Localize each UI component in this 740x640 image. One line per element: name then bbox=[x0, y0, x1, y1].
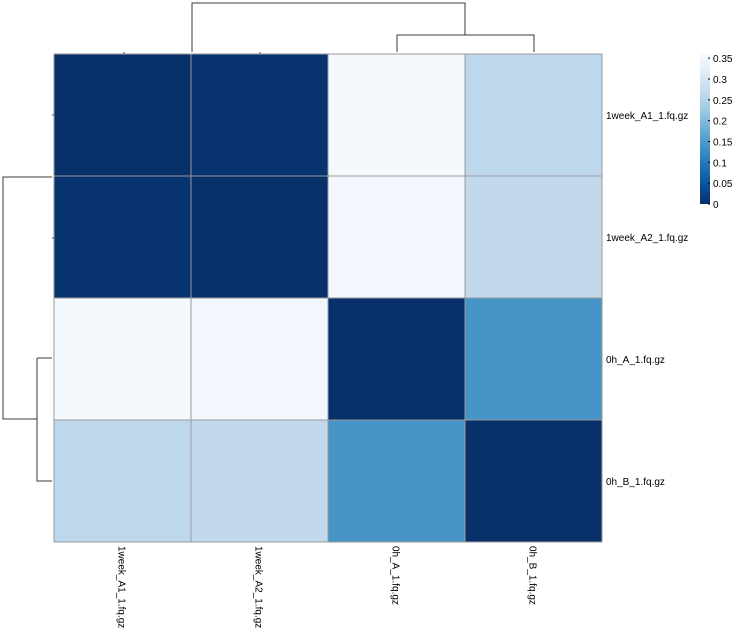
column-label: 1week_A2_1.fq.gz bbox=[253, 546, 264, 628]
heatmap-cell-r3-c1 bbox=[190, 419, 329, 543]
heatmap-cells bbox=[53, 53, 603, 543]
column-labels: 1week_A1_1.fq.gz 1week_A2_1.fq.gz 0h_A_1.f… bbox=[116, 546, 538, 628]
column-dendrogram bbox=[123, 2, 535, 55]
colorbar-tick-label: 0.1 bbox=[713, 158, 727, 169]
row-label: 1week_A2_1.fq.gz bbox=[606, 233, 688, 244]
colorbar-tick-label: 0.05 bbox=[713, 179, 733, 190]
row-dendro-branch-0h bbox=[36, 357, 52, 482]
heatmap-cell-r0-c3 bbox=[464, 53, 603, 177]
heatmap-cell-r0-c1 bbox=[190, 53, 329, 177]
col-dendro-branch-top bbox=[191, 2, 466, 52]
colorbar-tick-label: 0.2 bbox=[713, 117, 727, 128]
column-label: 1week_A1_1.fq.gz bbox=[116, 546, 127, 628]
row-dendrogram bbox=[2, 114, 55, 482]
heatmap-cell-r2-c2 bbox=[327, 297, 466, 421]
colorbar-tick-label: 0.15 bbox=[713, 138, 733, 149]
colorbar-gradient bbox=[700, 54, 710, 204]
heatmap-cell-r1-c1 bbox=[190, 175, 329, 299]
heatmap-cell-r2-c1 bbox=[190, 297, 329, 421]
colorbar-tick-label: 0 bbox=[713, 200, 719, 211]
colorbar-tick-label: 0.3 bbox=[713, 75, 727, 86]
heatmap-cell-r1-c0 bbox=[53, 175, 192, 299]
colorbar-tick-label: 0.35 bbox=[713, 54, 733, 65]
colorbar-ticks: 0 0.05 0.1 0.15 0.2 0.25 0.3 0.35 bbox=[708, 54, 733, 211]
row-dendro-branch-top bbox=[2, 176, 52, 420]
heatmap-cell-r0-c2 bbox=[327, 53, 466, 177]
heatmap-cell-r3-c0 bbox=[53, 419, 192, 543]
row-label: 0h_A_1.fq.gz bbox=[606, 355, 665, 366]
row-label: 1week_A1_1.fq.gz bbox=[606, 111, 688, 122]
heatmap-cell-r2-c0 bbox=[53, 297, 192, 421]
col-dendro-branch-0h bbox=[396, 34, 535, 52]
colorbar-tick-label: 0.25 bbox=[713, 96, 733, 107]
heatmap-cell-r1-c2 bbox=[327, 175, 466, 299]
heatmap-cell-r3-c2 bbox=[327, 419, 466, 543]
column-label: 0h_B_1.fq.gz bbox=[527, 546, 538, 605]
heatmap-cell-r3-c3 bbox=[464, 419, 603, 543]
heatmap-cell-r0-c0 bbox=[53, 53, 192, 177]
row-labels: 1week_A1_1.fq.gz 1week_A2_1.fq.gz 0h_A_1.f… bbox=[606, 111, 688, 488]
colorbar: 0 0.05 0.1 0.15 0.2 0.25 0.3 0.35 bbox=[700, 54, 733, 211]
row-label: 0h_B_1.fq.gz bbox=[606, 477, 665, 488]
heatmap-cell-r2-c3 bbox=[464, 297, 603, 421]
column-label: 0h_A_1.fq.gz bbox=[390, 546, 401, 605]
heatmap-cell-r1-c3 bbox=[464, 175, 603, 299]
